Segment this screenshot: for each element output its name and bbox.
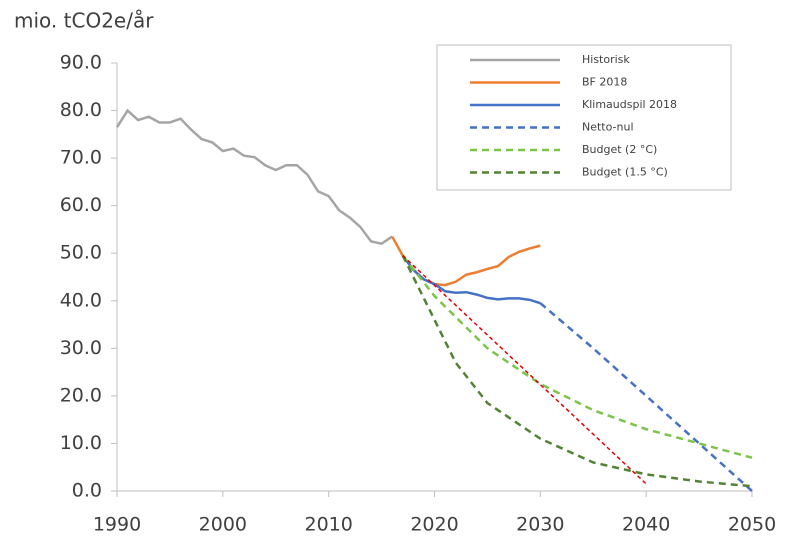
y-tick-label: 50.0 [60,242,102,264]
y-tick-label: 0.0 [72,480,102,502]
y-tick-label: 90.0 [60,52,102,74]
y-tick-label: 60.0 [60,194,102,216]
legend-label: Historisk [582,53,630,66]
legend-box [436,44,732,191]
legend-label: Netto-nul [582,121,634,134]
y-tick-label: 80.0 [60,99,102,121]
series-line [539,302,753,492]
series-line [401,255,753,488]
legend-label: Budget (1.5 °C) [582,166,668,179]
x-tick-label: 2000 [199,514,247,536]
y-tick-label: 10.0 [60,432,102,454]
x-tick-label: 2030 [516,514,564,536]
legend-label: BF 2018 [582,76,627,89]
series-line [401,254,541,305]
y-tick-label: 20.0 [60,384,102,406]
x-tick-label: 2040 [622,514,670,536]
series-line [402,255,647,485]
x-tick-label: 2020 [410,514,458,536]
series-line [115,108,393,246]
y-tick-label: 70.0 [60,147,102,169]
series-line [401,254,753,459]
y-tick-label: 30.0 [60,337,102,359]
legend-label: Budget (2 °C) [582,143,657,156]
chart-title: mio. tCO2e/år [14,9,154,33]
x-tick-label: 2050 [728,514,776,536]
x-tick-label: 1990 [93,514,141,536]
y-tick-label: 40.0 [60,289,102,311]
legend-label: Klimaudspil 2018 [582,98,677,111]
x-tick-label: 2010 [304,514,352,536]
